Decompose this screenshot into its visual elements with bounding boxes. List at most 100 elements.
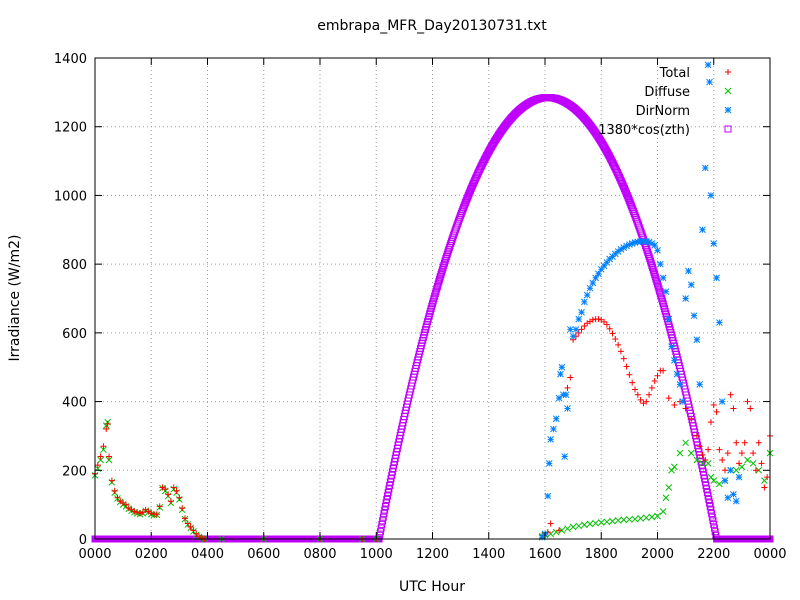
x-axis-title: UTC Hour	[399, 579, 465, 595]
data-point	[190, 527, 197, 534]
data-point	[679, 398, 687, 405]
data-point	[104, 420, 111, 427]
data-point	[702, 456, 709, 463]
data-point	[696, 443, 703, 450]
legend-entry: Total	[659, 66, 731, 81]
data-point	[592, 274, 599, 282]
data-point	[642, 514, 650, 522]
data-point	[443, 250, 451, 258]
data-point	[632, 386, 638, 393]
data-point	[176, 494, 183, 501]
data-point	[701, 164, 709, 172]
data-point	[727, 466, 734, 474]
data-point	[131, 508, 138, 515]
x-tick-label: 1800	[585, 547, 618, 562]
data-point	[617, 246, 625, 253]
data-point	[747, 405, 754, 412]
x-tick-label: 1200	[416, 547, 449, 562]
data-point	[626, 516, 633, 523]
data-point	[567, 374, 574, 381]
data-point	[187, 523, 194, 530]
data-point	[625, 197, 633, 205]
data-point	[575, 315, 583, 323]
y-tick-label: 600	[62, 327, 87, 342]
data-point	[97, 456, 104, 464]
data-point	[436, 273, 444, 281]
data-point	[710, 477, 718, 484]
data-point	[758, 460, 765, 467]
data-point	[738, 450, 745, 457]
data-point	[148, 510, 155, 517]
legend: Total Diffuse DirNorm 1380*cos(zth)	[598, 66, 732, 138]
data-point	[659, 508, 667, 515]
data-point	[710, 520, 718, 528]
data-point	[623, 363, 630, 370]
data-point	[606, 325, 613, 332]
series-total	[92, 316, 773, 542]
data-point	[699, 460, 706, 467]
data-point	[586, 520, 594, 528]
data-point	[744, 456, 751, 464]
data-point	[597, 265, 605, 273]
data-point	[752, 467, 759, 474]
data-point	[644, 248, 652, 256]
data-point	[558, 363, 566, 371]
data-point	[100, 443, 107, 450]
data-point	[459, 206, 467, 214]
data-point	[601, 318, 608, 325]
data-point	[581, 521, 588, 529]
data-point	[682, 405, 689, 412]
data-point	[434, 280, 442, 288]
data-point	[383, 495, 391, 503]
data-point	[706, 78, 713, 86]
data-point	[634, 391, 641, 398]
data-point	[377, 524, 385, 532]
data-point	[461, 200, 469, 208]
data-point	[108, 477, 115, 484]
data-point	[198, 534, 205, 541]
data-point	[676, 381, 684, 388]
legend-entry: 1380*cos(zth)	[598, 123, 732, 138]
data-point	[459, 204, 467, 212]
data-point	[173, 487, 180, 494]
data-point	[620, 355, 627, 362]
data-point	[620, 516, 628, 524]
data-point	[655, 285, 663, 293]
x-tick-label: 0200	[135, 547, 168, 562]
data-point	[716, 480, 723, 488]
legend-entry: DirNorm	[636, 104, 732, 119]
data-point	[612, 336, 619, 343]
data-point	[736, 460, 743, 467]
data-point	[575, 522, 583, 530]
data-point	[100, 446, 107, 454]
data-point	[431, 290, 439, 298]
data-point	[547, 436, 554, 443]
x-tick-label: 1000	[360, 547, 393, 562]
x-tick-label: 0000	[753, 547, 786, 562]
data-point	[557, 370, 564, 378]
data-point	[646, 391, 653, 398]
data-point	[727, 391, 734, 398]
data-point	[578, 308, 585, 316]
data-point	[722, 467, 728, 474]
data-point	[648, 240, 656, 247]
data-point	[569, 523, 577, 531]
data-point	[603, 321, 610, 328]
data-point	[649, 266, 657, 274]
data-point	[651, 271, 659, 279]
data-point	[687, 449, 695, 457]
data-point	[376, 531, 384, 539]
data-point	[114, 494, 121, 501]
data-point	[380, 510, 388, 518]
data-point	[620, 244, 628, 252]
data-point	[732, 497, 740, 505]
data-point	[711, 528, 719, 536]
data-point	[629, 379, 636, 386]
data-point	[705, 495, 713, 503]
data-point	[671, 463, 678, 471]
data-point	[600, 262, 608, 270]
data-point	[652, 275, 660, 283]
data-point	[544, 492, 552, 500]
data-point	[615, 341, 622, 348]
x-tick-label: 1400	[472, 547, 505, 562]
